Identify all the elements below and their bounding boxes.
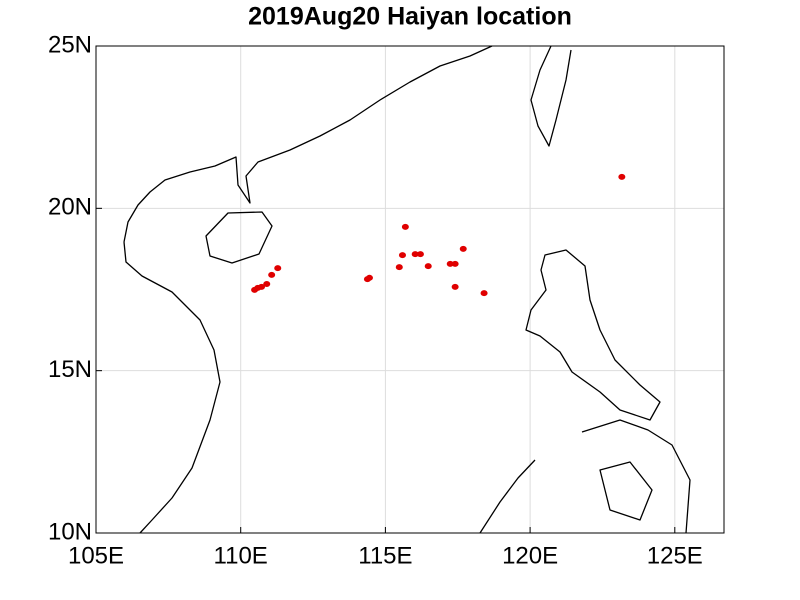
x-tick-label: 120E [502,542,558,569]
coastline-visayas [581,419,691,534]
coastline-china [123,45,493,243]
coastline-hainan [205,211,273,264]
storm-location [451,260,459,267]
mark-layer [251,173,626,297]
storm-location [459,245,467,252]
y-tick-label: 25N [48,31,92,58]
x-tick-label: 115E [358,542,412,569]
storm-location [274,265,282,272]
x-tick-label: 110E [214,542,268,569]
coastline-vietnam [123,241,221,534]
storm-location [268,271,276,278]
storm-location [618,173,626,180]
storm-location [263,280,271,287]
storm-location [424,263,432,270]
y-tick-label: 10N [48,518,92,545]
coastline-palawan [479,459,536,534]
coastlines [123,45,691,534]
coastline-luzon [525,249,661,421]
chart-title: 2019Aug20 Haiyan location [248,3,572,31]
y-tick-label: 15N [48,356,92,383]
storm-location [416,251,424,258]
x-tick-label: 105E [68,542,124,569]
storm-location [395,264,403,271]
storm-location [451,283,459,290]
storm-location [398,252,406,259]
storm-location [446,260,454,267]
storm-location [411,251,419,258]
storm-location [480,290,488,297]
plot-frame [95,45,725,534]
storm-location [401,223,409,230]
x-tick-label: 125E [647,542,703,569]
storm-location [258,283,266,290]
y-tick-label: 20N [48,194,92,221]
coastline-taiwan [530,45,572,147]
storm-location [365,274,373,281]
